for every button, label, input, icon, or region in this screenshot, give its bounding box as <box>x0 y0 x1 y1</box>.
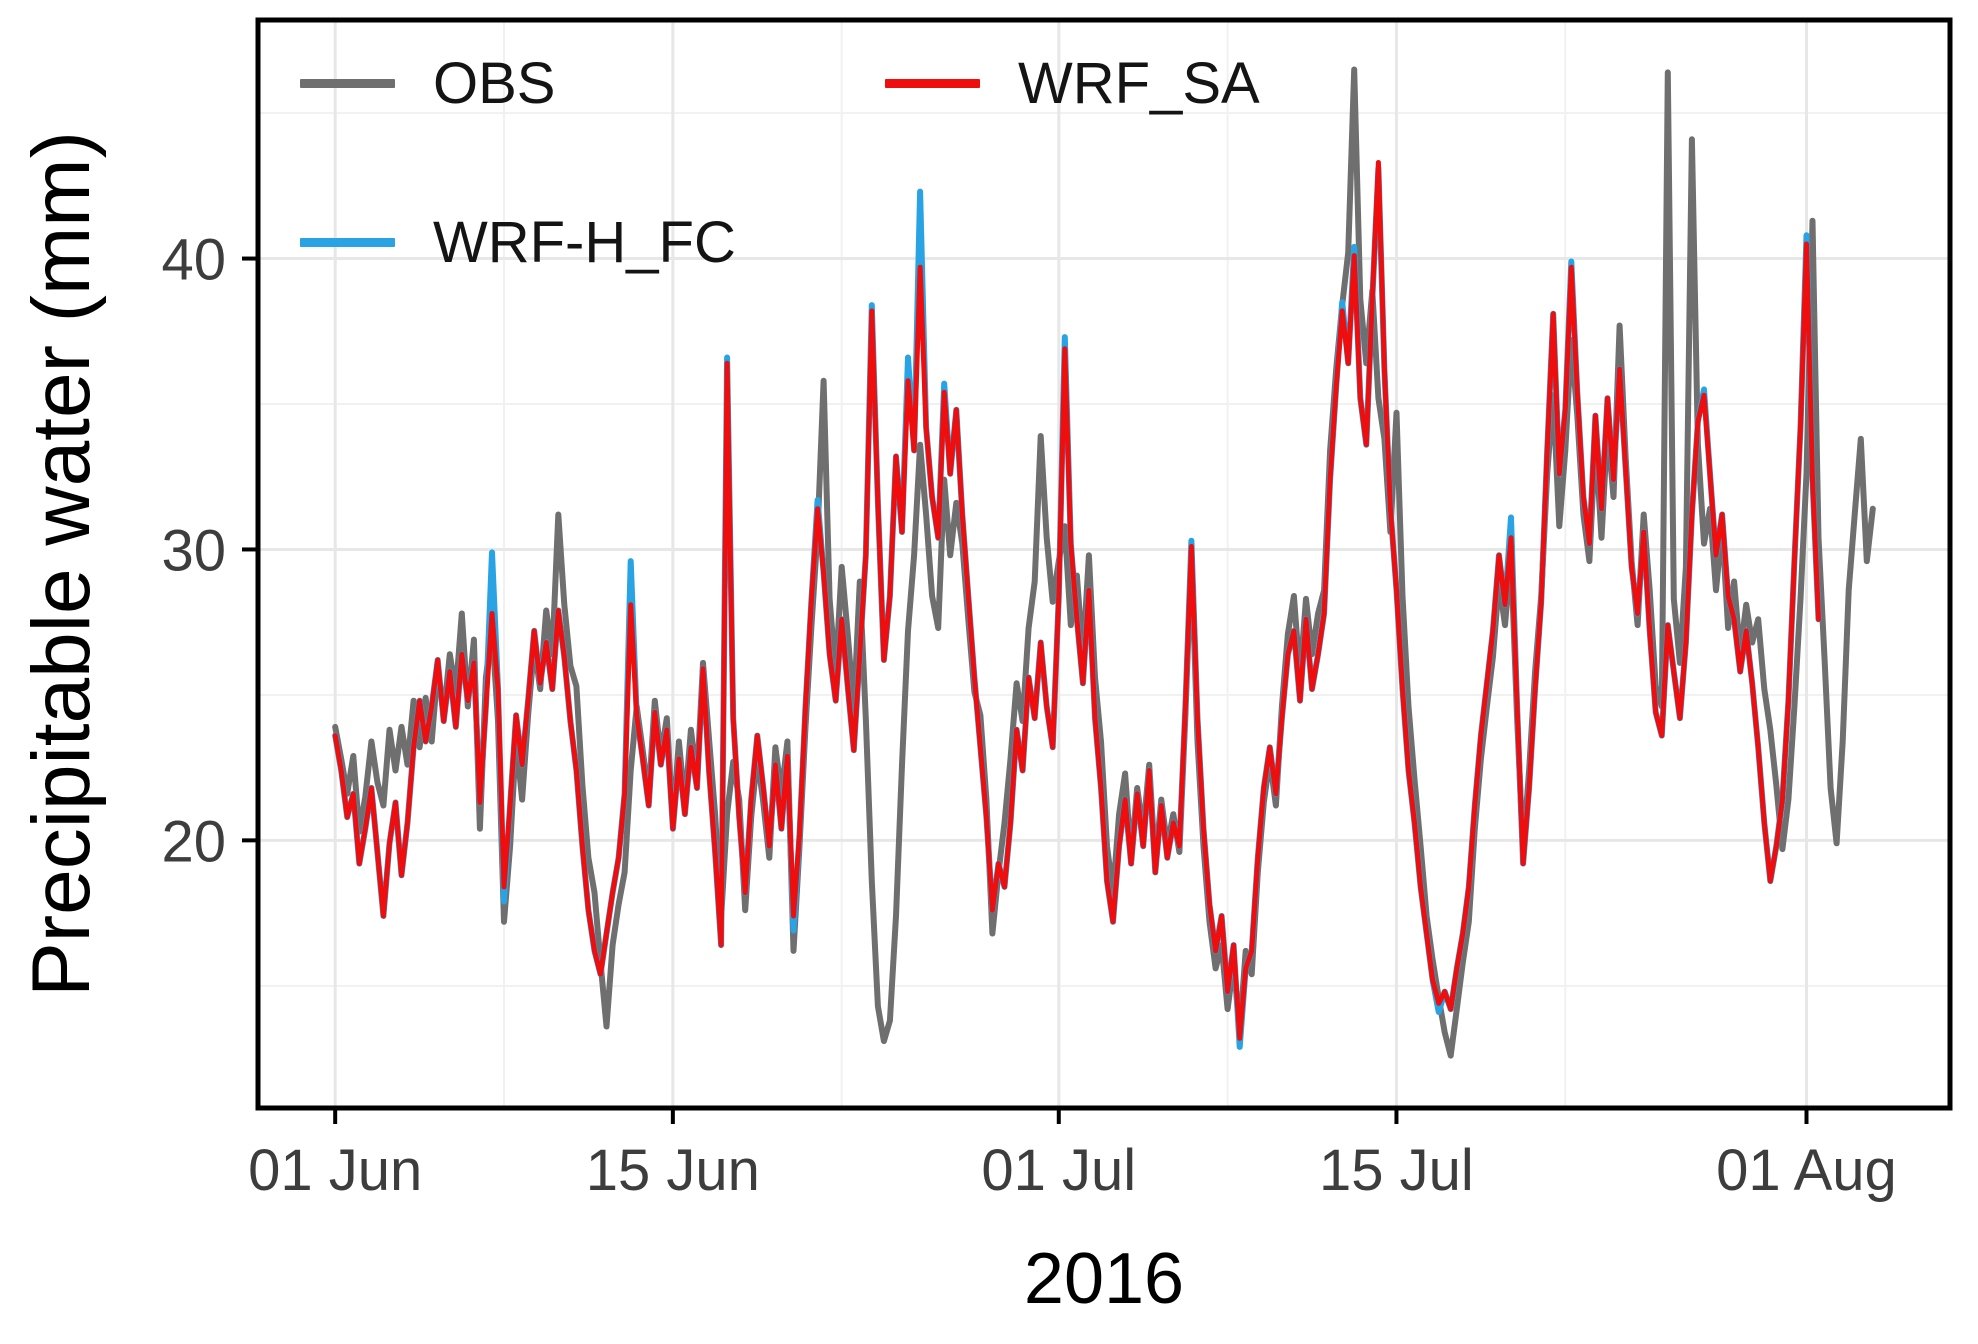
legend-label-wrf-h-fc: WRF-H_FC <box>433 210 736 275</box>
x-tick-label: 01 Aug <box>1716 1138 1897 1203</box>
series-line-wrf-sa <box>332 160 1821 1041</box>
y-tick-label: 30 <box>161 518 226 583</box>
legend-entry-wrf-h-fc: WRF-H_FC <box>300 209 885 276</box>
x-axis: 01 Jun 15 Jun 01 Jul 15 Jul 01 Aug <box>248 1108 1897 1203</box>
y-tick-label: 40 <box>161 228 226 293</box>
legend-label-obs: OBS <box>433 51 556 116</box>
x-tick-label: 01 Jul <box>981 1138 1136 1203</box>
obs-line-swatch <box>300 79 395 88</box>
y-axis-title: Precipitable water (mm) <box>16 131 107 997</box>
y-axis: 20 30 40 <box>161 228 258 874</box>
x-axis-title: 2016 <box>1023 1239 1185 1319</box>
legend-label-wrf-sa: WRF_SA <box>1018 51 1260 116</box>
wrf-h-fc-line-swatch <box>300 238 395 247</box>
x-tick-label: 15 Jul <box>1319 1138 1474 1203</box>
panel-border <box>255 17 1953 1111</box>
wrf-sa-line-swatch <box>885 79 980 88</box>
x-tick-label: 01 Jun <box>248 1138 422 1203</box>
legend: OBS WRF_SA WRF-H_FC <box>300 50 1260 276</box>
x-tick-label: 15 Jun <box>586 1138 760 1203</box>
y-tick-label: 20 <box>161 809 226 874</box>
legend-entry-wrf-sa: WRF_SA <box>885 50 1260 117</box>
legend-entry-obs: OBS <box>300 50 885 117</box>
